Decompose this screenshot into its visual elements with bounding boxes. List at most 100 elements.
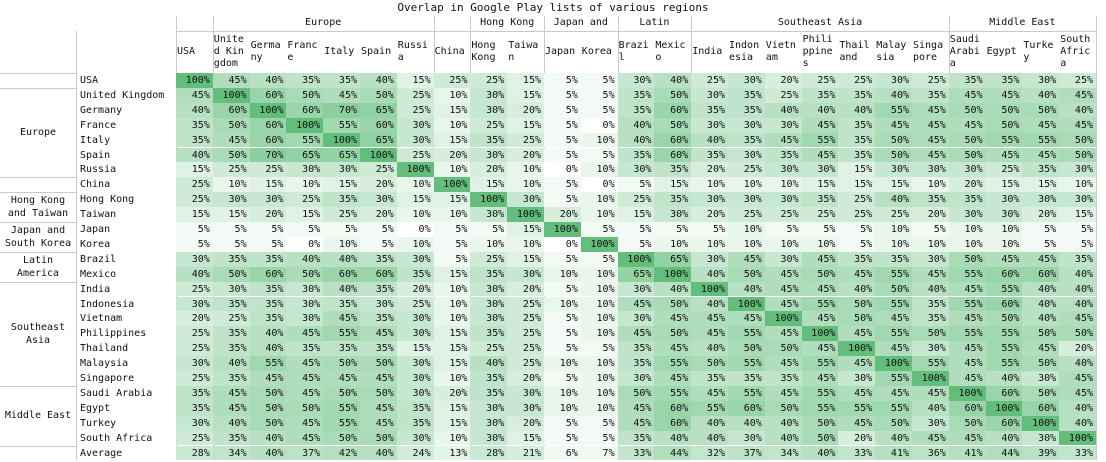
heatmap-cell: 45% <box>212 132 250 148</box>
heatmap-cell: 50% <box>1022 102 1060 118</box>
heatmap-cell: 5% <box>544 326 581 342</box>
heatmap-cell: 35% <box>176 117 213 133</box>
heatmap-cell: 20% <box>1022 207 1060 222</box>
heatmap-cell: 35% <box>396 415 434 431</box>
heatmap-cell: 25% <box>801 73 839 88</box>
heatmap-cell: 35% <box>838 132 876 148</box>
heatmap-cell: 35% <box>323 296 360 312</box>
heatmap-cell: 50% <box>875 415 912 431</box>
heatmap-cell: 15% <box>433 400 471 416</box>
heatmap-cell: 5% <box>838 236 876 252</box>
heatmap-cell: 55% <box>728 356 765 371</box>
heatmap-cell: 25% <box>176 341 213 357</box>
heatmap-cell: 50% <box>764 341 802 357</box>
heatmap-cell: 5% <box>617 222 655 237</box>
heatmap-cell: 30% <box>1022 192 1060 208</box>
heatmap-cell: 25% <box>764 87 802 103</box>
heatmap-cell: 50% <box>617 385 655 401</box>
heatmap-cell: 50% <box>212 117 250 133</box>
heatmap-cell: 40% <box>691 132 728 148</box>
heatmap-cell: 5% <box>433 236 471 252</box>
heatmap-cell: 50% <box>323 385 360 401</box>
heatmap-cell: 25% <box>838 207 876 222</box>
column-header: Italy <box>324 46 355 57</box>
heatmap-cell: 40% <box>1059 281 1096 297</box>
column-header: France <box>287 40 318 63</box>
heatmap-cell: 24% <box>396 445 434 461</box>
row-group-label <box>0 446 76 461</box>
heatmap-cell: 0% <box>544 236 581 252</box>
heatmap-cell: 50% <box>360 385 397 401</box>
heatmap-cell: 10% <box>912 177 949 193</box>
heatmap-cell: 10% <box>507 236 544 252</box>
heatmap-cell: 55% <box>249 356 287 371</box>
heatmap-cell: 50% <box>985 311 1023 327</box>
heatmap-cell: 65% <box>360 102 397 118</box>
row-label: Vietnam <box>77 311 176 327</box>
heatmap-cell: 45% <box>1059 117 1096 133</box>
heatmap-cell: 40% <box>1059 356 1096 371</box>
row-label: Hong Kong <box>77 192 176 208</box>
heatmap-cell: 25% <box>286 192 324 208</box>
heatmap-cell: 40% <box>728 415 765 431</box>
heatmap-cell: 50% <box>912 326 949 342</box>
heatmap-cell: 55% <box>985 326 1023 342</box>
heatmap-cell: 10% <box>580 207 618 222</box>
heatmap-cell: 45% <box>1059 87 1096 103</box>
heatmap-cell: 5% <box>286 222 324 237</box>
heatmap-cell: 10% <box>433 117 471 133</box>
heatmap-cell: 30% <box>470 87 508 103</box>
heatmap-cell: 45% <box>948 341 986 357</box>
heatmap-cell: 45% <box>985 251 1023 267</box>
heatmap-cell: 60% <box>728 400 765 416</box>
heatmap-cell: 40% <box>691 296 728 312</box>
heatmap-cell: 40% <box>470 356 508 371</box>
heatmap-cell: 15% <box>176 162 213 178</box>
heatmap-cell: 50% <box>249 415 287 431</box>
row-label: United Kingdom <box>77 87 176 103</box>
row-group-label: Southeast Asia <box>10 321 66 346</box>
heatmap-cell: 100% <box>948 385 986 401</box>
heatmap-cell: 15% <box>507 117 544 133</box>
heatmap-cell: 45% <box>323 371 360 386</box>
heatmap-cell: 5% <box>433 222 471 237</box>
heatmap-cell: 100% <box>544 222 581 237</box>
heatmap-cell: 10% <box>544 266 581 282</box>
heatmap-cell: 45% <box>728 251 765 267</box>
heatmap-cell: 55% <box>875 296 912 312</box>
heatmap-cell: 30% <box>691 192 728 208</box>
row-label: Thailand <box>77 341 176 357</box>
heatmap-cell: 20% <box>912 207 949 222</box>
heatmap-cell: 45% <box>912 385 949 401</box>
heatmap-cell: 45% <box>948 430 986 446</box>
heatmap-cell: 30% <box>875 73 912 88</box>
heatmap-cell: 70% <box>249 147 287 163</box>
chart-title: Overlap in Google Play lists of various … <box>397 1 709 14</box>
heatmap-cell: 60% <box>948 400 986 416</box>
heatmap-cell: 30% <box>176 415 213 431</box>
heatmap-cell: 100% <box>249 102 287 118</box>
heatmap-cell: 50% <box>1022 385 1060 401</box>
heatmap-cell: 40% <box>1022 281 1060 297</box>
row-label: USA <box>77 73 176 88</box>
heatmap-cell: 25% <box>691 73 728 88</box>
heatmap-cell: 30% <box>470 147 508 163</box>
heatmap-cell: 10% <box>396 236 434 252</box>
heatmap-cell: 30% <box>1022 371 1060 386</box>
heatmap-cell: 55% <box>912 356 949 371</box>
heatmap-cell: 34% <box>764 445 802 461</box>
heatmap-cell: 5% <box>544 192 581 208</box>
heatmap-cell: 5% <box>212 222 250 237</box>
heatmap-cell: 35% <box>617 356 655 371</box>
heatmap-cell: 5% <box>912 222 949 237</box>
heatmap-cell: 50% <box>1059 132 1096 148</box>
row-label: South Africa <box>77 430 176 446</box>
heatmap-cell: 45% <box>838 266 876 282</box>
heatmap-cell: 35% <box>249 311 287 327</box>
heatmap-cell: 30% <box>396 385 434 401</box>
heatmap-cell: 60% <box>985 296 1023 312</box>
heatmap-cell: 100% <box>764 311 802 327</box>
heatmap-cell: 100% <box>801 326 839 342</box>
heatmap-cell: 5% <box>617 177 655 193</box>
